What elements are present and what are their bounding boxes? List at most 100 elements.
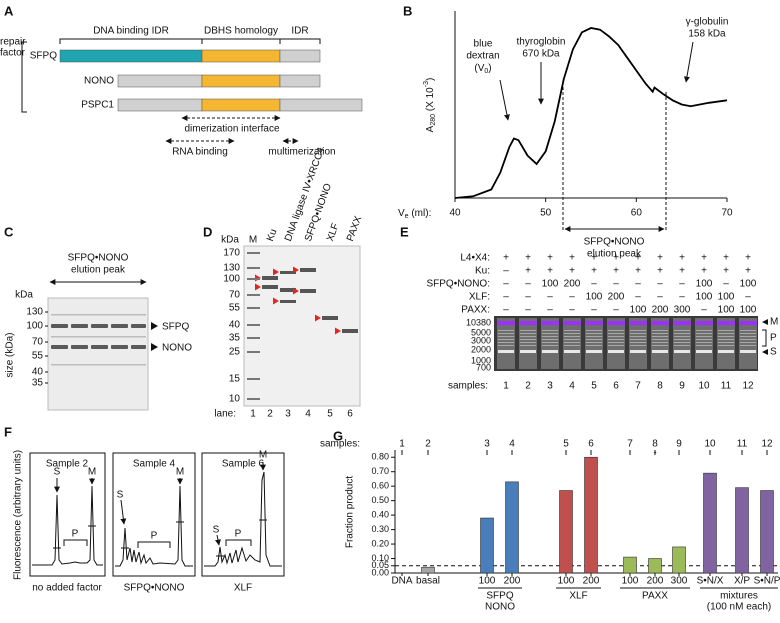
cell: – — [569, 292, 575, 303]
substrate-band — [740, 350, 756, 353]
marker-band — [607, 321, 625, 325]
cell: – — [525, 305, 531, 316]
cell: + — [569, 253, 575, 264]
smear — [652, 345, 668, 346]
trace — [115, 485, 193, 567]
smear — [630, 342, 646, 343]
ladder-size: 1000 — [471, 355, 491, 365]
x-axis-label: Ve (ml): — [398, 208, 431, 221]
group-label: factor — [0, 48, 26, 59]
protein-label: SFPQ — [30, 51, 57, 62]
ladder-band — [247, 398, 260, 400]
ladder-size: 700 — [476, 362, 491, 372]
trace-frame — [29, 452, 106, 577]
ladder-size: 5000 — [471, 327, 491, 337]
cell: – — [679, 279, 685, 290]
bar — [735, 487, 749, 574]
smear — [630, 336, 646, 337]
sample-number: 3 — [484, 439, 490, 450]
ladder-band — [247, 337, 260, 339]
unit-label: kDa — [221, 235, 239, 246]
lane — [497, 318, 515, 369]
smear — [564, 345, 580, 346]
arrow — [120, 499, 127, 525]
lane — [541, 318, 559, 369]
cell: – — [525, 279, 531, 290]
smear — [674, 333, 690, 334]
smear — [674, 339, 690, 340]
trace-frame — [201, 452, 285, 577]
marker-size: 130 — [26, 307, 43, 318]
smear — [718, 339, 734, 340]
bar — [703, 472, 717, 574]
y-tick-label: 0.05 — [371, 560, 389, 570]
trace-caption: XLF — [234, 583, 252, 594]
marker-size: 55 — [32, 351, 44, 362]
ladder-band — [247, 351, 260, 353]
smear — [608, 330, 624, 331]
cell: + — [701, 253, 707, 264]
row-label: XLF: — [469, 292, 490, 303]
region-header: DNA binding IDR — [93, 26, 169, 37]
smear — [542, 339, 558, 340]
gel — [47, 297, 149, 411]
cell: + — [547, 266, 553, 277]
substrate-band — [718, 350, 734, 353]
band-label: M — [770, 317, 778, 328]
marker-size: 35 — [229, 333, 241, 344]
substrate-band — [542, 350, 558, 353]
lane — [673, 318, 691, 369]
band — [91, 324, 108, 328]
marker-band — [651, 321, 669, 325]
smear — [740, 333, 756, 334]
marker-size: 40 — [32, 367, 44, 378]
smear — [608, 345, 624, 346]
lane — [651, 318, 669, 369]
substrate-band — [630, 350, 646, 353]
lane — [629, 318, 647, 369]
x-tick-label: basal — [416, 576, 440, 587]
peak-label: M — [176, 467, 184, 478]
band — [322, 316, 338, 320]
smear — [520, 342, 536, 343]
region-header: DBHS homology — [204, 26, 278, 37]
smear — [718, 342, 734, 343]
smear — [520, 345, 536, 346]
ladder-band — [247, 267, 260, 269]
group-bracket — [21, 41, 27, 113]
ladder-band — [247, 252, 260, 254]
marker-size: 40 — [229, 320, 241, 331]
cell: + — [503, 253, 509, 264]
gel-title: SFPQ•NONO — [68, 253, 129, 264]
ladder-band — [247, 378, 260, 380]
region-label: multimerization — [268, 147, 335, 158]
cell: + — [701, 266, 707, 277]
cell: – — [591, 279, 597, 290]
cell: + — [679, 266, 685, 277]
lane-number: 1 — [250, 409, 256, 420]
x-tick-label: 100 — [558, 576, 575, 587]
lane — [585, 318, 603, 369]
bar — [559, 490, 573, 574]
lane — [563, 318, 581, 369]
cell: 100 — [696, 279, 713, 290]
gel-title: elution peak — [71, 265, 126, 276]
n-terminal — [117, 74, 203, 88]
smear — [630, 330, 646, 331]
cell: + — [745, 253, 751, 264]
y-axis-label-part: ) — [425, 78, 436, 81]
band — [131, 324, 146, 328]
smear — [586, 342, 602, 343]
cell: – — [503, 305, 509, 316]
smear — [608, 336, 624, 337]
protein-label: PSPC1 — [81, 100, 114, 111]
group-label: NONO — [485, 602, 515, 613]
peak-label: M — [259, 450, 267, 461]
lane — [519, 318, 537, 369]
cell: + — [613, 253, 619, 264]
sample-number: 10 — [698, 381, 710, 392]
x-tick-label: 100 — [479, 576, 496, 587]
sample-number: 2 — [425, 439, 431, 450]
cell: + — [679, 253, 685, 264]
band-pointer — [255, 266, 341, 335]
